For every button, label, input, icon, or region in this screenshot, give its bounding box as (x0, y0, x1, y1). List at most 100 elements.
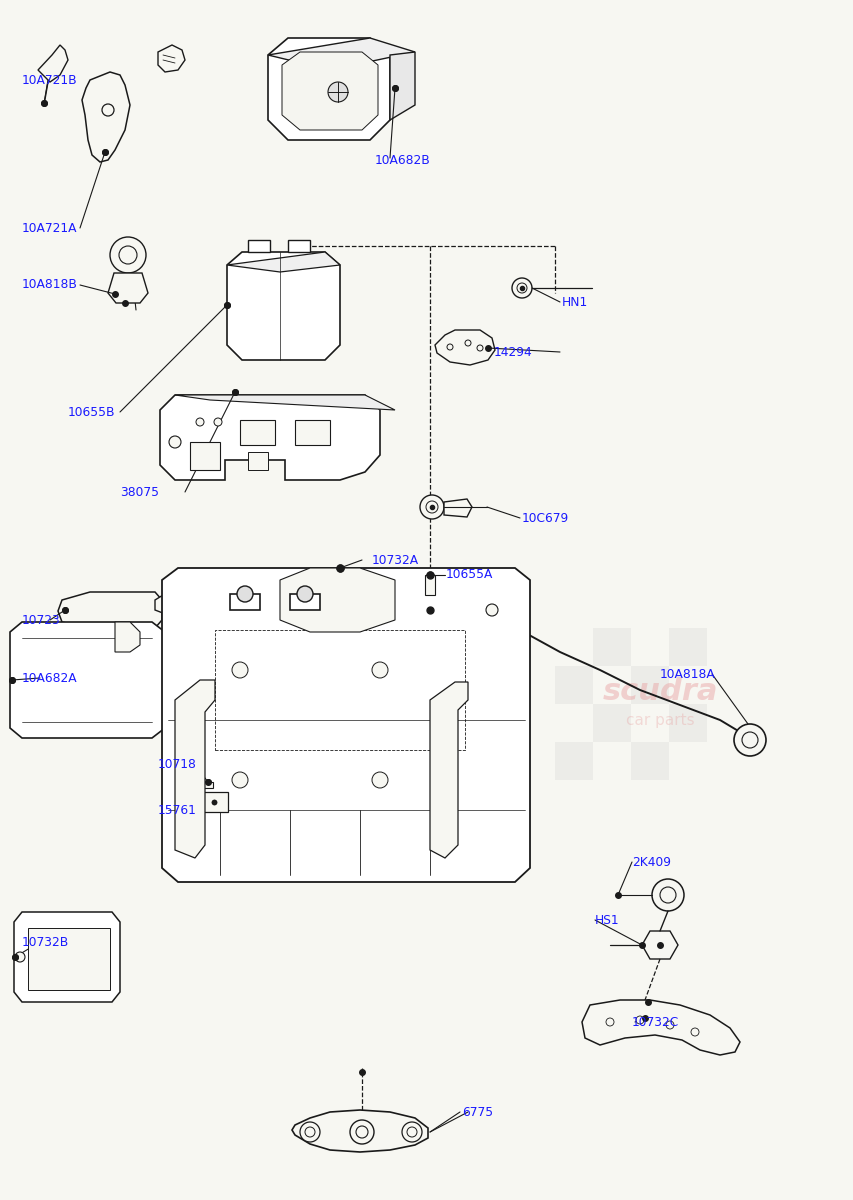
Polygon shape (162, 568, 530, 882)
Bar (200, 792, 228, 812)
Circle shape (477, 346, 483, 350)
Circle shape (102, 104, 113, 116)
Text: 10655B: 10655B (68, 406, 115, 419)
Text: 10723: 10723 (22, 613, 61, 626)
Circle shape (299, 1122, 320, 1142)
Bar (215, 630, 464, 750)
Text: 15761: 15761 (158, 804, 197, 816)
Text: HS1: HS1 (595, 913, 619, 926)
Circle shape (665, 1021, 673, 1028)
Polygon shape (430, 682, 467, 858)
Polygon shape (58, 592, 162, 628)
Polygon shape (38, 44, 68, 82)
Circle shape (420, 494, 444, 518)
Polygon shape (464, 632, 490, 780)
Polygon shape (641, 931, 677, 959)
Polygon shape (434, 330, 495, 365)
Circle shape (659, 887, 676, 902)
Circle shape (446, 344, 452, 350)
Text: 10A818B: 10A818B (22, 278, 78, 292)
Circle shape (15, 952, 25, 962)
Polygon shape (581, 1000, 740, 1055)
Polygon shape (292, 1110, 427, 1152)
Polygon shape (189, 610, 490, 655)
Circle shape (516, 283, 526, 293)
Bar (630, 666, 668, 704)
Polygon shape (189, 610, 490, 780)
Text: 10A721B: 10A721B (22, 73, 78, 86)
Text: 10732A: 10732A (372, 553, 419, 566)
Bar (247, 452, 268, 470)
Circle shape (350, 1120, 374, 1144)
Bar (290, 594, 320, 610)
Bar (592, 704, 630, 742)
Bar (240, 420, 275, 445)
Polygon shape (281, 52, 378, 130)
Circle shape (305, 1127, 315, 1138)
Bar (203, 782, 212, 788)
Text: scudra: scudra (601, 678, 717, 707)
Circle shape (485, 604, 497, 616)
Circle shape (635, 1016, 643, 1024)
Bar (668, 704, 706, 742)
Polygon shape (444, 499, 472, 517)
Bar (189, 442, 220, 470)
Circle shape (606, 1018, 613, 1026)
Text: 10A818A: 10A818A (659, 667, 715, 680)
Text: 10A682B: 10A682B (374, 154, 430, 167)
Polygon shape (175, 680, 215, 858)
Polygon shape (82, 72, 130, 162)
Text: 38075: 38075 (120, 486, 159, 498)
Circle shape (690, 1028, 699, 1036)
Text: 10718: 10718 (158, 758, 197, 772)
Circle shape (237, 586, 252, 602)
Text: 2K409: 2K409 (631, 856, 670, 869)
Bar (247, 240, 270, 252)
Bar (287, 240, 310, 252)
Circle shape (733, 724, 765, 756)
Text: 10A682A: 10A682A (22, 672, 78, 684)
Circle shape (214, 418, 222, 426)
Text: 10C679: 10C679 (521, 511, 569, 524)
Circle shape (232, 662, 247, 678)
Polygon shape (268, 38, 415, 70)
Polygon shape (227, 252, 339, 360)
Bar (294, 420, 329, 445)
Polygon shape (14, 912, 120, 1002)
Circle shape (232, 772, 247, 788)
Polygon shape (175, 395, 395, 410)
Text: 10A721A: 10A721A (22, 222, 78, 234)
Polygon shape (160, 395, 380, 480)
Bar (668, 628, 706, 666)
Text: HN1: HN1 (561, 295, 588, 308)
Polygon shape (227, 252, 339, 272)
Circle shape (372, 662, 387, 678)
Text: 14294: 14294 (493, 346, 532, 359)
Polygon shape (107, 272, 148, 302)
Polygon shape (158, 44, 185, 72)
Bar (592, 628, 630, 666)
Circle shape (464, 340, 471, 346)
Text: 10655A: 10655A (445, 569, 493, 582)
Circle shape (297, 586, 313, 602)
Polygon shape (115, 622, 140, 652)
Bar (554, 666, 592, 704)
Circle shape (741, 732, 757, 748)
Circle shape (328, 82, 347, 102)
Circle shape (356, 1126, 368, 1138)
Text: 6775: 6775 (461, 1105, 492, 1118)
Circle shape (651, 878, 683, 911)
Bar (554, 742, 592, 780)
Text: car parts: car parts (625, 713, 693, 727)
Circle shape (402, 1122, 421, 1142)
Circle shape (512, 278, 531, 298)
Bar (229, 594, 259, 610)
Polygon shape (268, 38, 390, 140)
Circle shape (407, 1127, 416, 1138)
Polygon shape (390, 52, 415, 120)
Circle shape (196, 418, 204, 426)
Circle shape (426, 502, 438, 514)
Bar (425, 575, 434, 595)
Bar (630, 742, 668, 780)
Circle shape (372, 772, 387, 788)
